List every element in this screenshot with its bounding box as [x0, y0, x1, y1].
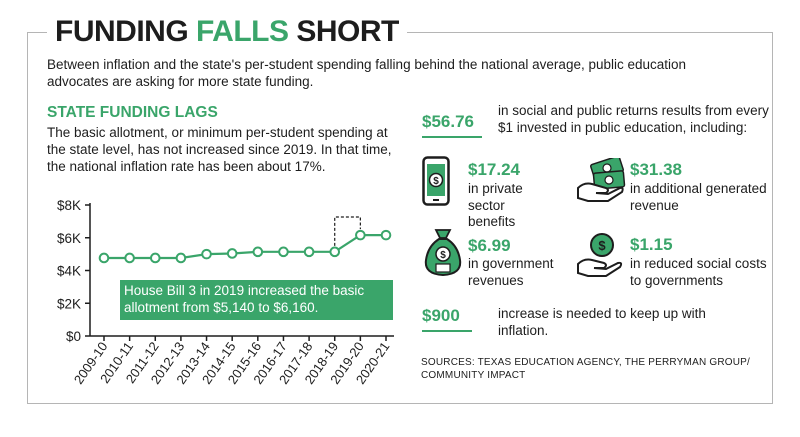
total-return-text: in social and public returns results fro… — [498, 103, 769, 135]
annotation-bracket — [334, 216, 361, 246]
subtitle: Between inflation and the state's per-st… — [47, 57, 687, 89]
money-bag-icon: $ — [424, 229, 462, 277]
data-point — [149, 252, 161, 264]
data-point — [226, 248, 238, 259]
title-word-1: FUNDING — [55, 15, 189, 48]
chart-annotation: House Bill 3 in 2019 increased the basic… — [120, 280, 393, 320]
svg-text:$: $ — [598, 238, 606, 253]
item-1-value: $17.24 — [468, 160, 520, 179]
data-point — [124, 252, 135, 264]
total-return-value: $56.76 — [422, 112, 474, 131]
title-word-2: FALLS — [196, 15, 289, 48]
item-4-value: $1.15 — [630, 235, 673, 254]
data-point — [278, 246, 289, 258]
hand-money-icon — [577, 158, 626, 202]
phone-dollar-icon: $ — [422, 156, 450, 206]
y-tick-label: $2K — [57, 296, 81, 311]
data-point — [252, 246, 264, 258]
data-point — [303, 246, 315, 258]
data-point — [355, 229, 366, 241]
line-chart: $0 $2K $4K $6K $8K 2009-102010-112011-122012… — [57, 198, 394, 387]
item-3-value: $6.99 — [468, 236, 511, 255]
x-axis: 2009-102010-112011-122012-132013-142014-… — [71, 335, 394, 387]
y-axis: $0 $2K $4K $6K $8K — [57, 198, 91, 344]
section-description: The basic allotment, or minimum per-stud… — [47, 125, 392, 174]
data-points — [98, 229, 392, 264]
sources-note: SOURCES: TEXAS EDUCATION AGENCY, THE PER… — [421, 357, 750, 381]
inflation-value: $900 — [422, 306, 460, 325]
bracket-line — [334, 216, 361, 246]
total-return-underline — [422, 136, 482, 138]
item-2-value: $31.38 — [630, 160, 682, 179]
data-point — [98, 252, 110, 264]
section-heading: STATE FUNDING LAGS — [47, 104, 218, 121]
annotation-box — [120, 280, 393, 320]
y-tick-label: $8K — [57, 198, 81, 213]
item-4-text: in reduced social costs to governments — [630, 256, 767, 288]
item-1-text: in private sector benefits — [468, 181, 523, 229]
y-tick-label: $4K — [57, 264, 81, 279]
data-point — [380, 229, 392, 241]
inflation-text: increase is needed to keep up with infla… — [498, 306, 706, 338]
svg-text:$: $ — [440, 250, 446, 261]
inflation-underline — [422, 330, 472, 332]
data-point — [175, 252, 187, 264]
title-word-3: SHORT — [296, 15, 399, 48]
y-tick-label: $6K — [57, 231, 81, 246]
data-point — [201, 248, 212, 260]
data-point — [329, 246, 341, 258]
svg-text:$: $ — [433, 176, 439, 187]
page-title: FUNDING FALLS SHORT — [47, 14, 407, 50]
hand-coin-icon: $ — [577, 233, 623, 277]
annotation-text: House Bill 3 in 2019 increased the basic… — [124, 283, 365, 315]
item-3-text: in government revenues — [468, 256, 554, 288]
item-2-text: in additional generated revenue — [630, 181, 767, 213]
series-line — [104, 234, 386, 260]
y-tick-label: $0 — [66, 329, 81, 344]
